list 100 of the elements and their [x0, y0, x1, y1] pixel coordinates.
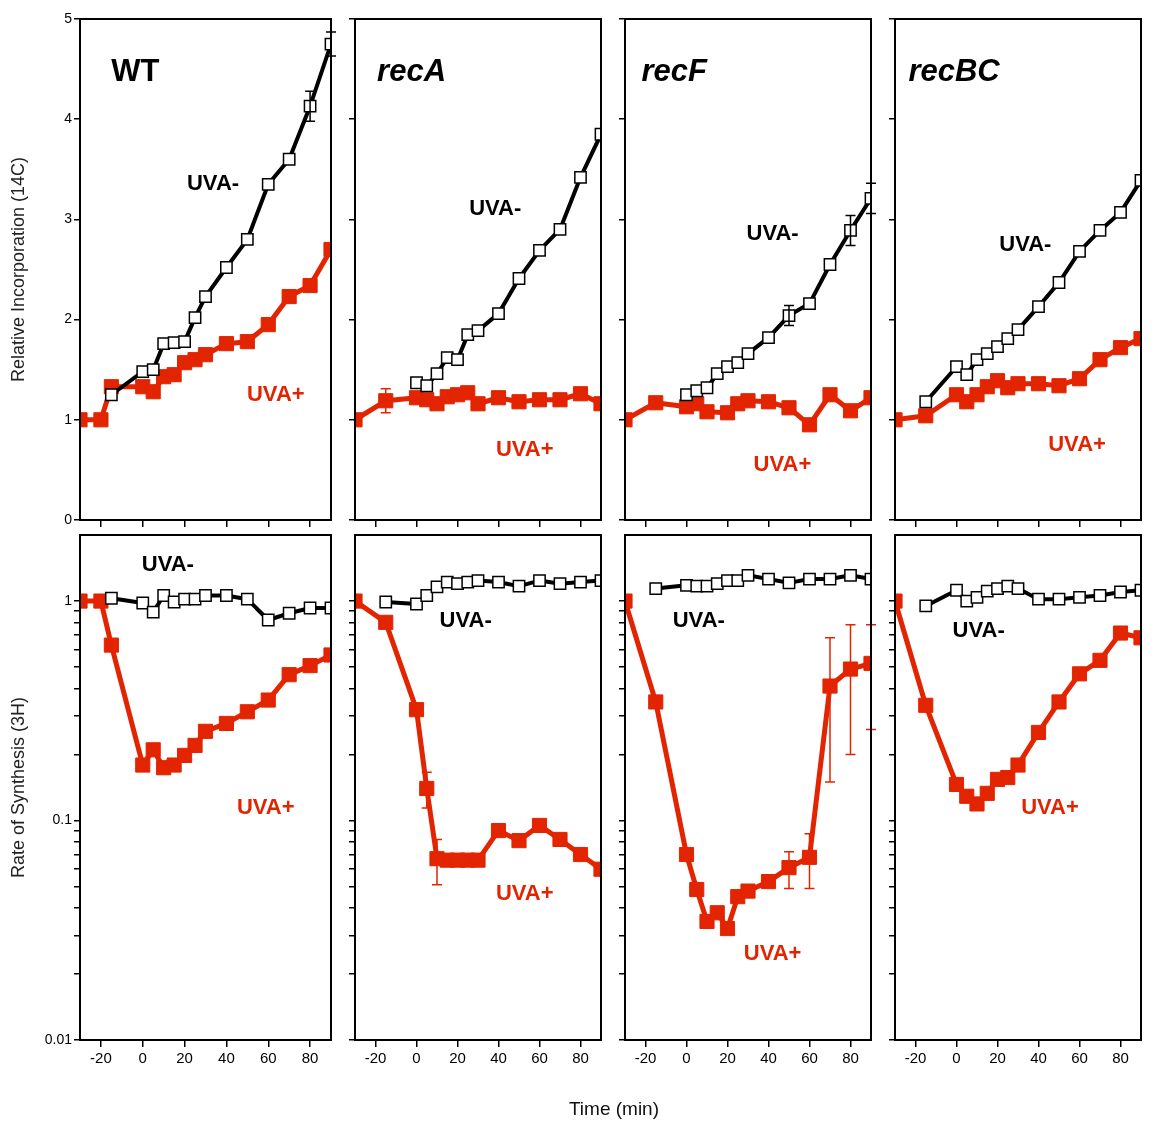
y-tick-label: 0.1	[52, 811, 73, 828]
series-label: UVA-	[672, 606, 725, 632]
point	[146, 363, 160, 377]
y-axis-title: Relative Incorporation (14C)	[7, 156, 28, 383]
point	[470, 396, 486, 412]
point	[1052, 592, 1066, 606]
point	[574, 170, 587, 184]
point	[511, 833, 527, 849]
point	[1032, 592, 1045, 606]
series-label: UVA-	[952, 617, 1005, 643]
point	[260, 317, 276, 333]
x-tick-label: 60	[259, 1049, 277, 1067]
point	[220, 589, 233, 602]
point	[552, 392, 568, 408]
point	[490, 823, 507, 839]
y-tick-label: 5	[64, 9, 73, 26]
point	[760, 874, 777, 890]
point	[918, 697, 934, 713]
point	[740, 883, 756, 899]
point	[281, 288, 297, 305]
x-tick-label: 40	[218, 1049, 235, 1067]
point	[572, 386, 589, 402]
x-tick-label: 60	[801, 1049, 818, 1067]
point	[801, 849, 818, 865]
x-tick-label: 0	[412, 1049, 421, 1067]
point	[261, 177, 275, 191]
point	[969, 796, 985, 812]
point	[157, 337, 171, 351]
point	[218, 715, 234, 731]
point	[1030, 376, 1047, 392]
point	[1032, 300, 1045, 313]
point	[378, 614, 394, 630]
x-tick-label: -20	[364, 1049, 387, 1067]
point	[104, 388, 118, 402]
x-tick-label: 60	[1071, 1049, 1088, 1067]
point	[408, 702, 425, 718]
point	[240, 592, 254, 606]
point	[844, 568, 857, 582]
x-axis-title: Time (min)	[567, 1098, 661, 1120]
x-tick-label: 20	[176, 1049, 193, 1067]
point	[1000, 769, 1016, 786]
series-label: UVA+	[495, 879, 554, 905]
x-tick-label: 80	[842, 1049, 859, 1067]
point	[1030, 724, 1047, 741]
point	[710, 367, 724, 381]
point	[512, 272, 526, 285]
text: recA	[377, 52, 447, 88]
series-label: UVA+	[246, 380, 305, 406]
point	[218, 336, 234, 352]
point	[1052, 276, 1066, 289]
series-label: UVA-	[469, 195, 522, 221]
point	[980, 347, 994, 361]
point	[803, 297, 816, 310]
point	[699, 404, 715, 420]
point	[762, 572, 775, 586]
point	[572, 846, 589, 863]
point	[762, 331, 775, 345]
point	[420, 379, 434, 393]
point	[919, 395, 933, 409]
point	[741, 347, 755, 361]
point	[240, 233, 254, 246]
x-tick-label: -20	[90, 1049, 112, 1067]
x-tick-label: 20	[449, 1049, 466, 1067]
point	[239, 334, 255, 350]
point	[239, 704, 255, 720]
point	[719, 920, 736, 937]
point	[187, 737, 203, 753]
point	[145, 384, 161, 400]
x-tick-label: 0	[682, 1049, 691, 1067]
point	[822, 678, 838, 694]
point	[282, 606, 296, 620]
series-label: UVA-	[439, 606, 492, 632]
point	[1073, 245, 1086, 258]
point	[166, 757, 182, 773]
point	[1114, 205, 1127, 219]
point	[1011, 582, 1025, 595]
point	[690, 384, 704, 398]
series-label: UVA-	[141, 551, 194, 577]
x-tick-label: 80	[301, 1049, 319, 1067]
point	[146, 605, 160, 619]
text: UVA+	[236, 793, 295, 819]
point	[1010, 757, 1026, 773]
point	[689, 881, 705, 898]
point	[649, 582, 663, 595]
y-axis-title: Rate of Synthesis (3H)	[7, 696, 28, 879]
text: recF	[641, 52, 708, 88]
series-label: UVA-	[746, 220, 799, 246]
x-tick-label: 0	[138, 1049, 147, 1067]
y-tick-label: 1	[64, 410, 73, 427]
y-tick-label: 0.01	[44, 1030, 73, 1047]
point	[492, 575, 505, 589]
text: WT	[111, 52, 160, 88]
point	[533, 574, 546, 587]
point	[1112, 340, 1129, 356]
point	[136, 596, 150, 610]
point	[782, 576, 796, 590]
point	[197, 723, 214, 739]
point	[552, 831, 568, 848]
point	[103, 637, 119, 653]
point	[950, 583, 963, 597]
